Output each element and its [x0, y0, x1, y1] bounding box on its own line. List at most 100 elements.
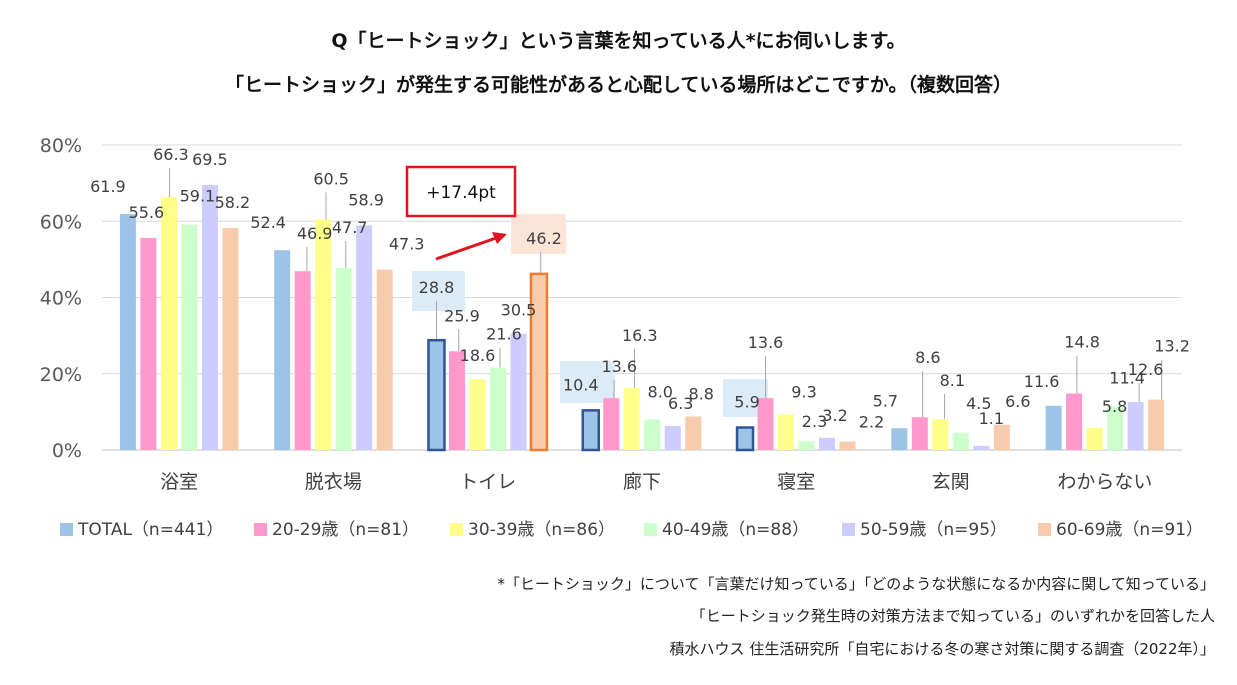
bar	[735, 426, 755, 452]
bar	[911, 417, 928, 450]
annotation-box	[405, 165, 517, 218]
data-label: 10.4	[563, 375, 599, 394]
bar	[778, 414, 795, 450]
data-label: 66.3	[153, 145, 189, 164]
data-label: 69.5	[192, 150, 228, 169]
bar	[160, 197, 177, 450]
legend-swatch	[450, 523, 463, 536]
bar	[335, 268, 352, 450]
data-label: 16.3	[622, 326, 658, 345]
category-label: 脱衣場	[305, 471, 362, 493]
data-label: 5.8	[1102, 397, 1127, 416]
bar	[623, 387, 640, 450]
data-label: 13.6	[601, 357, 637, 376]
bar	[993, 424, 1010, 450]
legend-label: 50-59歳（n=95）	[860, 520, 1007, 540]
category-label: 寝室	[777, 471, 815, 493]
legend-label: 30-39歳（n=86）	[468, 520, 615, 540]
label-highlight-box	[412, 271, 465, 311]
bar	[891, 428, 908, 450]
legend-label: 20-29歳（n=81）	[272, 520, 419, 540]
legend-swatch	[842, 523, 855, 536]
chart-title-line-2: 「ヒートショック」が発生する可能性があると心配している場所はどこですか。（複数回…	[225, 74, 1012, 96]
data-label: 59.1	[180, 187, 216, 206]
bar	[1086, 427, 1103, 450]
bar	[1045, 405, 1062, 450]
bar	[757, 398, 774, 450]
bar	[932, 419, 949, 450]
annotation-arrow-head	[492, 232, 507, 244]
source-note: 積水ハウス 住生活研究所「自宅における冬の寒さ対策に関する調査（2022年）」	[669, 640, 1215, 658]
legend-label: 40-49歳（n=88）	[662, 520, 809, 540]
bar	[952, 432, 969, 450]
label-highlight-box	[560, 361, 615, 403]
bar	[664, 425, 681, 450]
bar	[581, 409, 600, 452]
bar	[839, 441, 856, 450]
data-label: 61.9	[90, 177, 126, 196]
bar	[448, 351, 465, 450]
data-label: 13.2	[1154, 337, 1190, 356]
data-label: 14.8	[1064, 333, 1100, 352]
data-label: 13.6	[748, 333, 784, 352]
bar	[427, 338, 446, 452]
legend-swatch	[60, 523, 73, 536]
y-tick-label: 80%	[40, 135, 82, 157]
bar	[119, 214, 136, 450]
bar	[222, 228, 239, 450]
data-label: 47.3	[389, 235, 425, 254]
data-label: 60.5	[313, 169, 349, 188]
legend-label: TOTAL（n=441）	[77, 520, 223, 540]
bar	[510, 333, 527, 450]
bar	[1148, 399, 1165, 450]
bar	[529, 272, 549, 452]
bar	[1066, 393, 1083, 450]
bar	[798, 441, 815, 450]
annotation-text: +17.4pt	[426, 183, 496, 203]
data-label: 28.8	[419, 278, 455, 297]
legend-swatch	[644, 523, 657, 536]
legend-label: 60-69歳（n=91）	[1056, 520, 1203, 540]
bar	[489, 367, 506, 450]
data-label: 5.9	[734, 393, 759, 412]
bar	[140, 238, 157, 450]
data-label: 1.1	[979, 409, 1004, 428]
bar	[469, 379, 486, 450]
legend-swatch	[1038, 523, 1051, 536]
data-label: 58.2	[215, 193, 251, 212]
bar	[315, 219, 332, 450]
data-label: 9.3	[791, 383, 816, 402]
data-label: 21.6	[486, 325, 522, 344]
y-tick-label: 20%	[40, 364, 82, 386]
bar	[376, 269, 393, 450]
data-label: 8.1	[940, 371, 965, 390]
y-tick-label: 40%	[40, 288, 82, 310]
category-label: 浴室	[160, 471, 198, 493]
bar	[274, 250, 291, 450]
category-label: 玄関	[932, 471, 970, 493]
bar	[1127, 401, 1144, 450]
bar	[294, 271, 311, 450]
chart-title-line-1: Q「ヒートショック」という言葉を知っている人*にお伺いします。	[331, 30, 906, 52]
data-label: 3.2	[822, 406, 847, 425]
data-label: 12.6	[1128, 360, 1164, 379]
data-label: 8.0	[648, 383, 673, 402]
bar	[644, 419, 661, 450]
data-label: 30.5	[501, 301, 537, 320]
y-tick-label: 60%	[40, 211, 82, 233]
data-label: 46.2	[526, 229, 562, 248]
data-label: 8.6	[915, 348, 940, 367]
data-label: 47.7	[332, 218, 368, 237]
data-label: 52.4	[250, 213, 286, 232]
data-label: 25.9	[444, 306, 480, 325]
data-label: 2.2	[859, 413, 884, 432]
data-label: 5.7	[873, 391, 898, 410]
data-label: 58.9	[348, 190, 384, 209]
data-label: 4.5	[966, 394, 991, 413]
category-label: わからない	[1057, 471, 1152, 493]
bar	[201, 185, 218, 450]
y-tick-label: 0%	[52, 440, 82, 462]
annotation-arrow-line	[435, 236, 497, 261]
bar-chart: 0% 20% 40% 60% 80% 61.9 52.4 28.8 10.4 5.9 5.7 11.6…	[40, 135, 1203, 540]
footnote-definition: *「ヒートショック」について「言葉だけ知っている」「どのような状態になるか内容に…	[497, 575, 1215, 593]
